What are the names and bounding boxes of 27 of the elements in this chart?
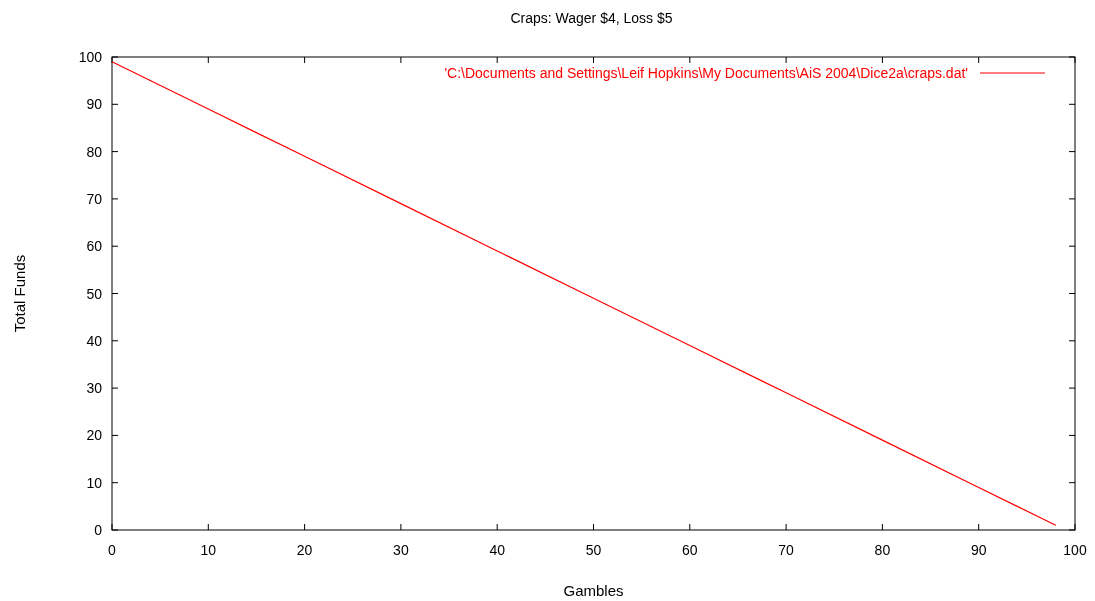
y-tick-label: 40 — [86, 332, 103, 349]
y-tick-label: 10 — [86, 474, 103, 491]
y-tick-label: 20 — [86, 427, 103, 444]
y-tick-label: 100 — [78, 49, 103, 65]
x-tick-label: 40 — [489, 542, 506, 558]
x-tick-label: 10 — [200, 542, 217, 558]
y-tick-label: 50 — [86, 285, 103, 302]
y-tick-label: 30 — [86, 380, 103, 397]
x-tick-label: 0 — [108, 542, 117, 558]
x-tick-label: 70 — [778, 542, 795, 558]
y-tick-label: 60 — [86, 238, 103, 255]
y-tick-label: 0 — [94, 522, 103, 538]
x-tick-label: 90 — [970, 542, 987, 558]
line-series — [111, 61, 1057, 526]
y-axis-title: Total Funds — [11, 254, 28, 333]
x-axis-title: Gambles — [563, 582, 624, 599]
x-tick-label: 20 — [296, 542, 313, 558]
x-tick-label: 60 — [682, 542, 698, 558]
y-tick-label: 90 — [86, 96, 103, 113]
x-tick-label: 50 — [585, 542, 602, 558]
y-tick-label: 80 — [86, 143, 103, 160]
x-tick-label: 100 — [1063, 542, 1087, 558]
legend-label: 'C:\Documents and Settings\Leif Hopkins\My Documents\AiS 2004\Dice2a\craps.dat' — [444, 65, 968, 81]
chart-title: Craps: Wager $4, Loss $5 — [510, 10, 673, 26]
x-tick-label: 30 — [393, 542, 409, 558]
x-tick-label: 80 — [874, 542, 891, 558]
y-tick-label: 70 — [86, 190, 103, 207]
